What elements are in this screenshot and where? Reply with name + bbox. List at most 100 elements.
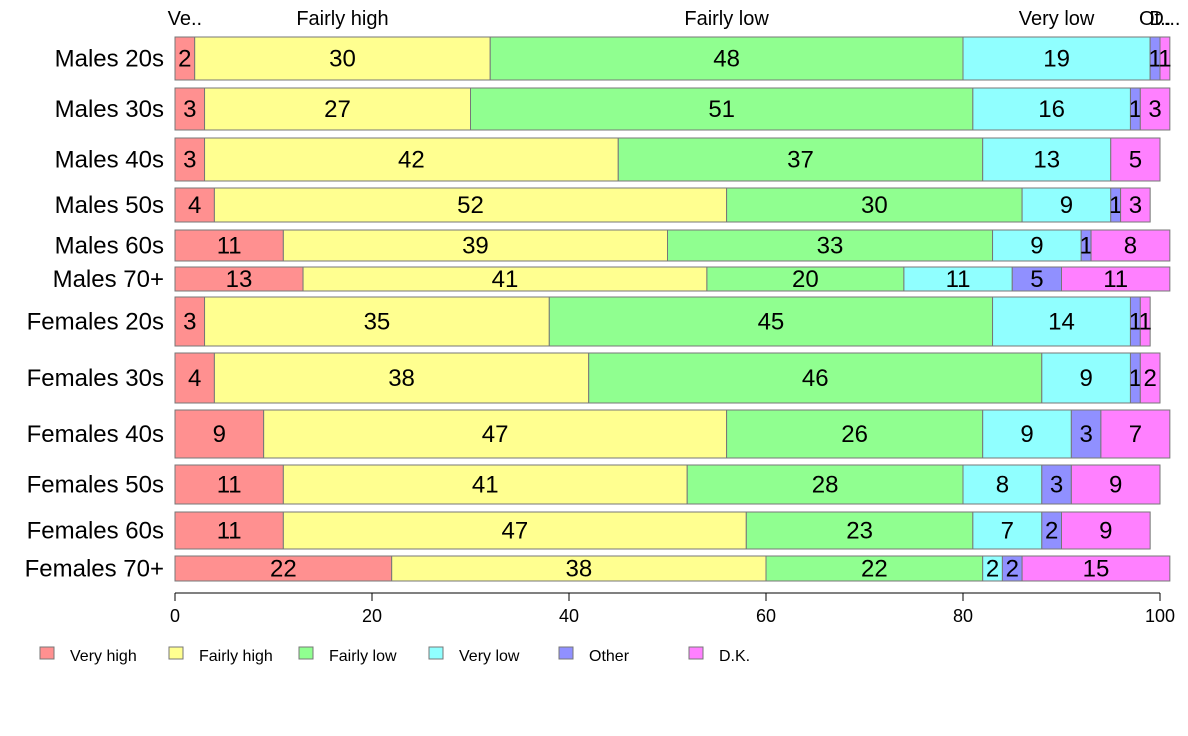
legend-item: D.K. [688, 646, 750, 665]
data-label: 14 [1048, 309, 1075, 336]
x-tick-label: 80 [953, 606, 973, 626]
bar-row: Males 30s 3 27 51 16 1 3 [55, 87, 1171, 131]
data-label: 4 [188, 192, 201, 219]
legend: Very high Fairly high Fairly low Very low Ot… [39, 646, 750, 665]
bar-row: Females 20s 3 35 45 14 11 [27, 296, 1152, 347]
bar-segment [903, 266, 1013, 292]
data-label: 8 [1124, 233, 1137, 260]
x-tick-label: 0 [170, 606, 180, 626]
legend-swatch [298, 646, 314, 660]
data-label: 1 [1129, 96, 1142, 123]
legend-label: Other [589, 648, 630, 665]
legend-label: Very high [70, 648, 137, 665]
bar-segment [726, 409, 984, 459]
bar-row: Females 40s 9 47 26 9 3 7 [27, 409, 1171, 459]
bar-segment [1139, 296, 1151, 347]
bar-row: Males 70+ 13 41 20 11 5 11 [53, 266, 1171, 293]
bar-segment [1110, 137, 1161, 182]
data-label: 9 [1099, 518, 1112, 545]
data-label: 2 [178, 46, 191, 73]
legend-swatch [688, 646, 704, 660]
bar-segment [686, 464, 964, 505]
bar-row: Females 60s 11 47 23 7 2 9 [27, 511, 1151, 550]
bar-segment [548, 296, 994, 347]
data-label: 51 [708, 96, 735, 123]
data-label: 7 [1129, 421, 1142, 448]
data-label: 9 [1079, 365, 1092, 392]
bar-segment [391, 555, 767, 582]
data-label: 41 [492, 266, 519, 293]
bar-segment [174, 229, 284, 262]
legend-item: Very high [39, 646, 137, 665]
data-label: 19 [1043, 46, 1070, 73]
bar-segment [204, 296, 550, 347]
data-label: 2 [1143, 365, 1156, 392]
bar-segment [982, 409, 1072, 459]
x-axis: 0 20 40 60 80 100 [170, 592, 1175, 626]
legend-swatch [428, 646, 444, 660]
bar-segment [667, 229, 994, 262]
legend-swatch [39, 646, 55, 660]
data-label: 7 [1001, 518, 1014, 545]
data-label: 23 [846, 518, 873, 545]
top-label-d-k-: D... [1149, 8, 1180, 30]
data-label: 27 [324, 96, 351, 123]
bar-segment [972, 87, 1131, 131]
data-label: 5 [1129, 147, 1142, 174]
bar-segment [204, 137, 619, 182]
bar-row: Females 30s 4 38 46 9 1 2 [27, 352, 1161, 404]
bar-segment [1061, 266, 1171, 292]
data-label: 9 [1030, 233, 1043, 260]
data-label: 11 [217, 518, 242, 545]
bar-segment [1120, 187, 1151, 223]
legend-label: Fairly low [329, 648, 397, 665]
bar-segment [1139, 87, 1171, 131]
data-label: 45 [758, 309, 785, 336]
data-label: 11 [217, 233, 242, 260]
data-label: 1 [1129, 365, 1142, 392]
data-label: 47 [482, 421, 509, 448]
x-tick-label: 60 [756, 606, 776, 626]
top-label-fairly-low: Fairly low [684, 8, 769, 30]
bar-segment [726, 187, 1023, 223]
data-label: 35 [364, 309, 391, 336]
bar-segment [174, 409, 265, 459]
data-label: 13 [226, 266, 253, 293]
bar-segment [588, 352, 1043, 404]
data-label: 1 [1129, 309, 1142, 336]
legend-item: Very low [428, 646, 520, 665]
data-label: 20 [792, 266, 819, 293]
data-label: 42 [398, 147, 425, 174]
data-label: 1 [1148, 46, 1161, 73]
bar-row: Males 50s 4 52 30 9 1 3 [55, 187, 1151, 223]
data-label: 1 [1109, 192, 1122, 219]
legend-item: Fairly low [298, 646, 397, 665]
bar-segment [1139, 352, 1161, 404]
bar-segment [174, 352, 215, 404]
category-label: Females 40s [27, 421, 164, 448]
bar-segment [174, 555, 393, 582]
data-label: 46 [802, 365, 829, 392]
data-label: 9 [1020, 421, 1033, 448]
data-label: 1 [1079, 233, 1092, 260]
data-label: 2 [986, 556, 999, 583]
bar-segment [617, 137, 984, 182]
data-label: 28 [812, 472, 839, 499]
data-label: 3 [183, 309, 196, 336]
bar-segment [1021, 555, 1171, 582]
bar-segment [282, 229, 668, 262]
data-label: 30 [329, 46, 356, 73]
data-label: 8 [996, 472, 1009, 499]
bar-segment [1041, 464, 1072, 505]
bar-segment [765, 555, 984, 582]
data-label: 9 [213, 421, 226, 448]
category-label: Males 70+ [53, 266, 164, 293]
bar-segment [1090, 229, 1171, 262]
data-label: 9 [1109, 472, 1122, 499]
data-label: 47 [501, 518, 528, 545]
legend-item: Fairly high [168, 646, 273, 665]
x-tick-label: 100 [1145, 606, 1175, 626]
data-label: 11 [1103, 266, 1128, 293]
data-label: 48 [713, 46, 740, 73]
bar-segment [194, 36, 491, 81]
